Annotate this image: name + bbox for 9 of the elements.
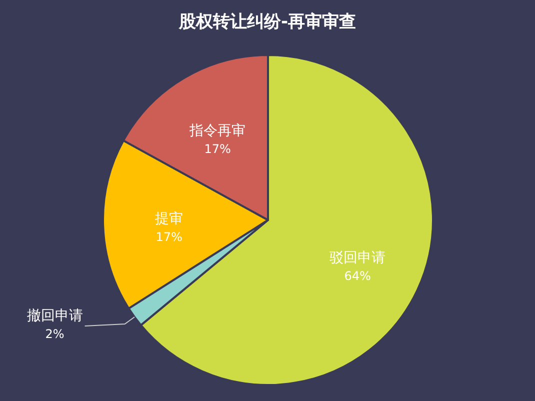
data-label: 17% <box>204 142 231 156</box>
data-label: 2% <box>45 327 64 342</box>
data-label: 17% <box>156 230 182 244</box>
chart-title: 股权转让纠纷-再审审查 <box>178 12 356 32</box>
slice-label: 撤回申请 <box>26 308 83 324</box>
slice-label: 提审 <box>155 211 184 228</box>
slice-label: 指令再审 <box>188 122 246 139</box>
slice-label: 驳回申请 <box>330 250 386 266</box>
data-label: 64% <box>344 269 371 284</box>
